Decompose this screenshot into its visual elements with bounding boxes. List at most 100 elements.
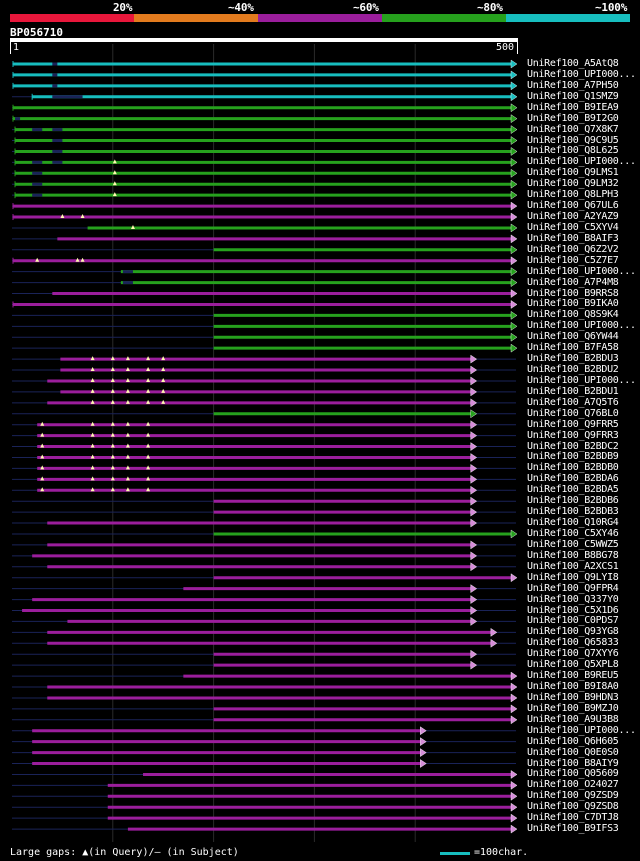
hit-label[interactable]: UniRef100_A7PH50 bbox=[527, 79, 619, 91]
hit-label[interactable]: UniRef100_Q6Z2V2 bbox=[527, 243, 619, 255]
hit-label[interactable]: UniRef100_B7FA58 bbox=[527, 342, 619, 354]
hit-label[interactable]: UniRef100_Q9ZSD9 bbox=[527, 790, 619, 802]
hit-label[interactable]: UniRef100_B9REU5 bbox=[527, 670, 619, 682]
hit-label[interactable]: UniRef100_Q9FPR4 bbox=[527, 582, 619, 594]
hit-label[interactable]: UniRef100_Q93YG8 bbox=[527, 626, 619, 638]
hit-label[interactable]: UniRef100_Q0E0S0 bbox=[527, 746, 619, 758]
hit-label[interactable]: UniRef100_A5AtQ8 bbox=[527, 58, 619, 69]
hit-label[interactable]: UniRef100_Q8S9K4 bbox=[527, 309, 619, 321]
hit-label[interactable]: UniRef100_A7Q5T6 bbox=[527, 396, 619, 408]
query-gap-marker bbox=[146, 388, 151, 393]
hit-label[interactable]: UniRef100_B2BDA6 bbox=[527, 473, 619, 485]
hit-label[interactable]: UniRef100_B2BDU3 bbox=[527, 353, 619, 365]
hit-label[interactable]: UniRef100_UPI000... bbox=[527, 156, 636, 168]
hit-label[interactable]: UniRef100_UPI000... bbox=[527, 374, 636, 386]
hit-label[interactable]: UniRef100_UPI000... bbox=[527, 265, 636, 277]
hit-label[interactable]: UniRef100_B9IFS3 bbox=[527, 823, 619, 835]
hit-label[interactable]: UniRef100_Q10RG4 bbox=[527, 517, 619, 529]
hit-label[interactable]: UniRef100_C5XYV4 bbox=[527, 221, 619, 233]
hit-label[interactable]: UniRef100_Q7X8K7 bbox=[527, 123, 619, 135]
hit-end-arrow bbox=[470, 464, 478, 473]
hit-label[interactable]: UniRef100_Q337Y0 bbox=[527, 593, 619, 605]
hit-label[interactable]: UniRef100_B2BDU1 bbox=[527, 385, 619, 397]
hit-label[interactable]: UniRef100_Q67UL6 bbox=[527, 200, 619, 212]
hit-label[interactable]: UniRef100_B8AIY9 bbox=[527, 757, 619, 769]
hit-label[interactable]: UniRef100_Q9LYI8 bbox=[527, 571, 619, 583]
hit-label[interactable]: UniRef100_C5X1D6 bbox=[527, 604, 619, 616]
hit-label[interactable]: UniRef100_A2XCS1 bbox=[527, 560, 619, 572]
hit-label[interactable]: UniRef100_A9U3B8 bbox=[527, 713, 619, 725]
hit-label[interactable]: UniRef100_B9RRS8 bbox=[527, 287, 619, 299]
hit-label[interactable]: UniRef100_Q1SMZ9 bbox=[527, 90, 619, 102]
hit-label[interactable]: UniRef100_B8AIF3 bbox=[527, 232, 619, 244]
hit-label[interactable]: UniRef100_Q76BL0 bbox=[527, 407, 619, 419]
hit-label[interactable]: UniRef100_Q8LPH3 bbox=[527, 189, 619, 201]
query-gap-marker bbox=[90, 443, 95, 448]
hit-label[interactable]: UniRef100_UPI000... bbox=[527, 320, 636, 332]
hit-label[interactable]: UniRef100_B2BDB9 bbox=[527, 451, 619, 463]
query-gap-marker bbox=[146, 377, 151, 382]
query-gap-marker bbox=[125, 377, 130, 382]
query-gap-marker bbox=[110, 377, 115, 382]
hit-end-arrow bbox=[470, 485, 478, 495]
hit-label[interactable]: UniRef100_Q9ZSD8 bbox=[527, 801, 619, 813]
hit-label[interactable]: UniRef100_UPI000... bbox=[527, 68, 636, 80]
query-gap-marker bbox=[75, 257, 80, 262]
hit-end-arrow bbox=[510, 201, 518, 211]
hit-label[interactable]: UniRef100_B2BDB6 bbox=[527, 495, 619, 507]
query-gap-marker bbox=[146, 399, 151, 404]
query-gap-marker bbox=[125, 454, 130, 459]
hit-label[interactable]: UniRef100_C7DTJ8 bbox=[527, 812, 619, 824]
hit-label[interactable]: UniRef100_Q9C9U5 bbox=[527, 134, 619, 146]
hit-label[interactable]: UniRef100_B2BDA5 bbox=[527, 484, 619, 496]
hit-label[interactable]: UniRef100_B8BG78 bbox=[527, 549, 619, 561]
hit-label[interactable]: UniRef100_Q9FRR3 bbox=[527, 429, 619, 441]
hit-end-arrow bbox=[470, 496, 478, 506]
query-gap-marker bbox=[161, 388, 166, 393]
hit-label[interactable]: UniRef100_C5XY46 bbox=[527, 527, 619, 539]
hit-label[interactable]: UniRef100_B9IEA9 bbox=[527, 101, 619, 113]
hit-label[interactable]: UniRef100_C5WWZ5 bbox=[527, 538, 619, 550]
hit-end-arrow bbox=[470, 354, 478, 364]
hit-label[interactable]: UniRef100_Q5XPL8 bbox=[527, 659, 619, 671]
hit-label[interactable]: UniRef100_UPI000... bbox=[527, 724, 636, 736]
hit-end-arrow bbox=[510, 234, 518, 244]
hit-label[interactable]: UniRef100_Q9LM32 bbox=[527, 178, 619, 190]
hit-label[interactable]: UniRef100_Q65833 bbox=[527, 637, 619, 649]
hit-end-arrow bbox=[510, 704, 518, 714]
hit-label[interactable]: UniRef100_B9MZJ0 bbox=[527, 702, 619, 714]
hit-label[interactable]: UniRef100_Q9FRR5 bbox=[527, 418, 619, 430]
hit-label[interactable]: UniRef100_Q7XYY6 bbox=[527, 648, 619, 660]
hit-label[interactable]: UniRef100_O24027 bbox=[527, 779, 619, 791]
legend-label-40: ~40% bbox=[228, 1, 254, 14]
hit-label[interactable]: UniRef100_C5Z7E7 bbox=[527, 254, 619, 266]
hit-label[interactable]: UniRef100_B2BDC2 bbox=[527, 440, 619, 452]
hit-label[interactable]: UniRef100_Q6YW44 bbox=[527, 331, 619, 343]
hit-label[interactable]: UniRef100_Q6H605 bbox=[527, 735, 619, 747]
hit-label[interactable]: UniRef100_B9IKA0 bbox=[527, 298, 619, 310]
legend-label-80: ~80% bbox=[477, 1, 503, 14]
hit-label[interactable]: UniRef100_C0PDS7 bbox=[527, 615, 619, 627]
hit-label[interactable]: UniRef100_Q9LMS1 bbox=[527, 167, 619, 179]
query-gap-marker bbox=[125, 388, 130, 393]
hit-label[interactable]: UniRef100_Q05609 bbox=[527, 768, 619, 780]
hit-label[interactable]: UniRef100_B9I8A0 bbox=[527, 681, 619, 692]
hit-label[interactable]: UniRef100_A2YAZ9 bbox=[527, 211, 619, 223]
hit-label[interactable]: UniRef100_B2BDU2 bbox=[527, 364, 619, 376]
hit-label[interactable]: UniRef100_B9HDN3 bbox=[527, 691, 619, 703]
query-gap-marker bbox=[146, 443, 151, 448]
ruler-right-tick bbox=[517, 42, 518, 54]
query-gap-marker bbox=[110, 487, 115, 492]
query-gap-marker bbox=[40, 432, 45, 437]
hit-end-arrow bbox=[510, 671, 518, 681]
hit-end-arrow bbox=[510, 289, 518, 298]
hit-end-arrow bbox=[510, 136, 518, 145]
hit-label[interactable]: UniRef100_B9I2G0 bbox=[527, 112, 619, 124]
hit-label[interactable]: UniRef100_B2BDB3 bbox=[527, 506, 619, 518]
hit-label[interactable]: UniRef100_B2BDB0 bbox=[527, 462, 619, 474]
hit-label[interactable]: UniRef100_Q8L625 bbox=[527, 145, 619, 157]
hit-label[interactable]: UniRef100_A7P4M8 bbox=[527, 276, 619, 288]
query-gap-marker bbox=[90, 388, 95, 393]
color-segment-40 bbox=[134, 14, 258, 22]
hit-end-arrow bbox=[470, 540, 478, 550]
